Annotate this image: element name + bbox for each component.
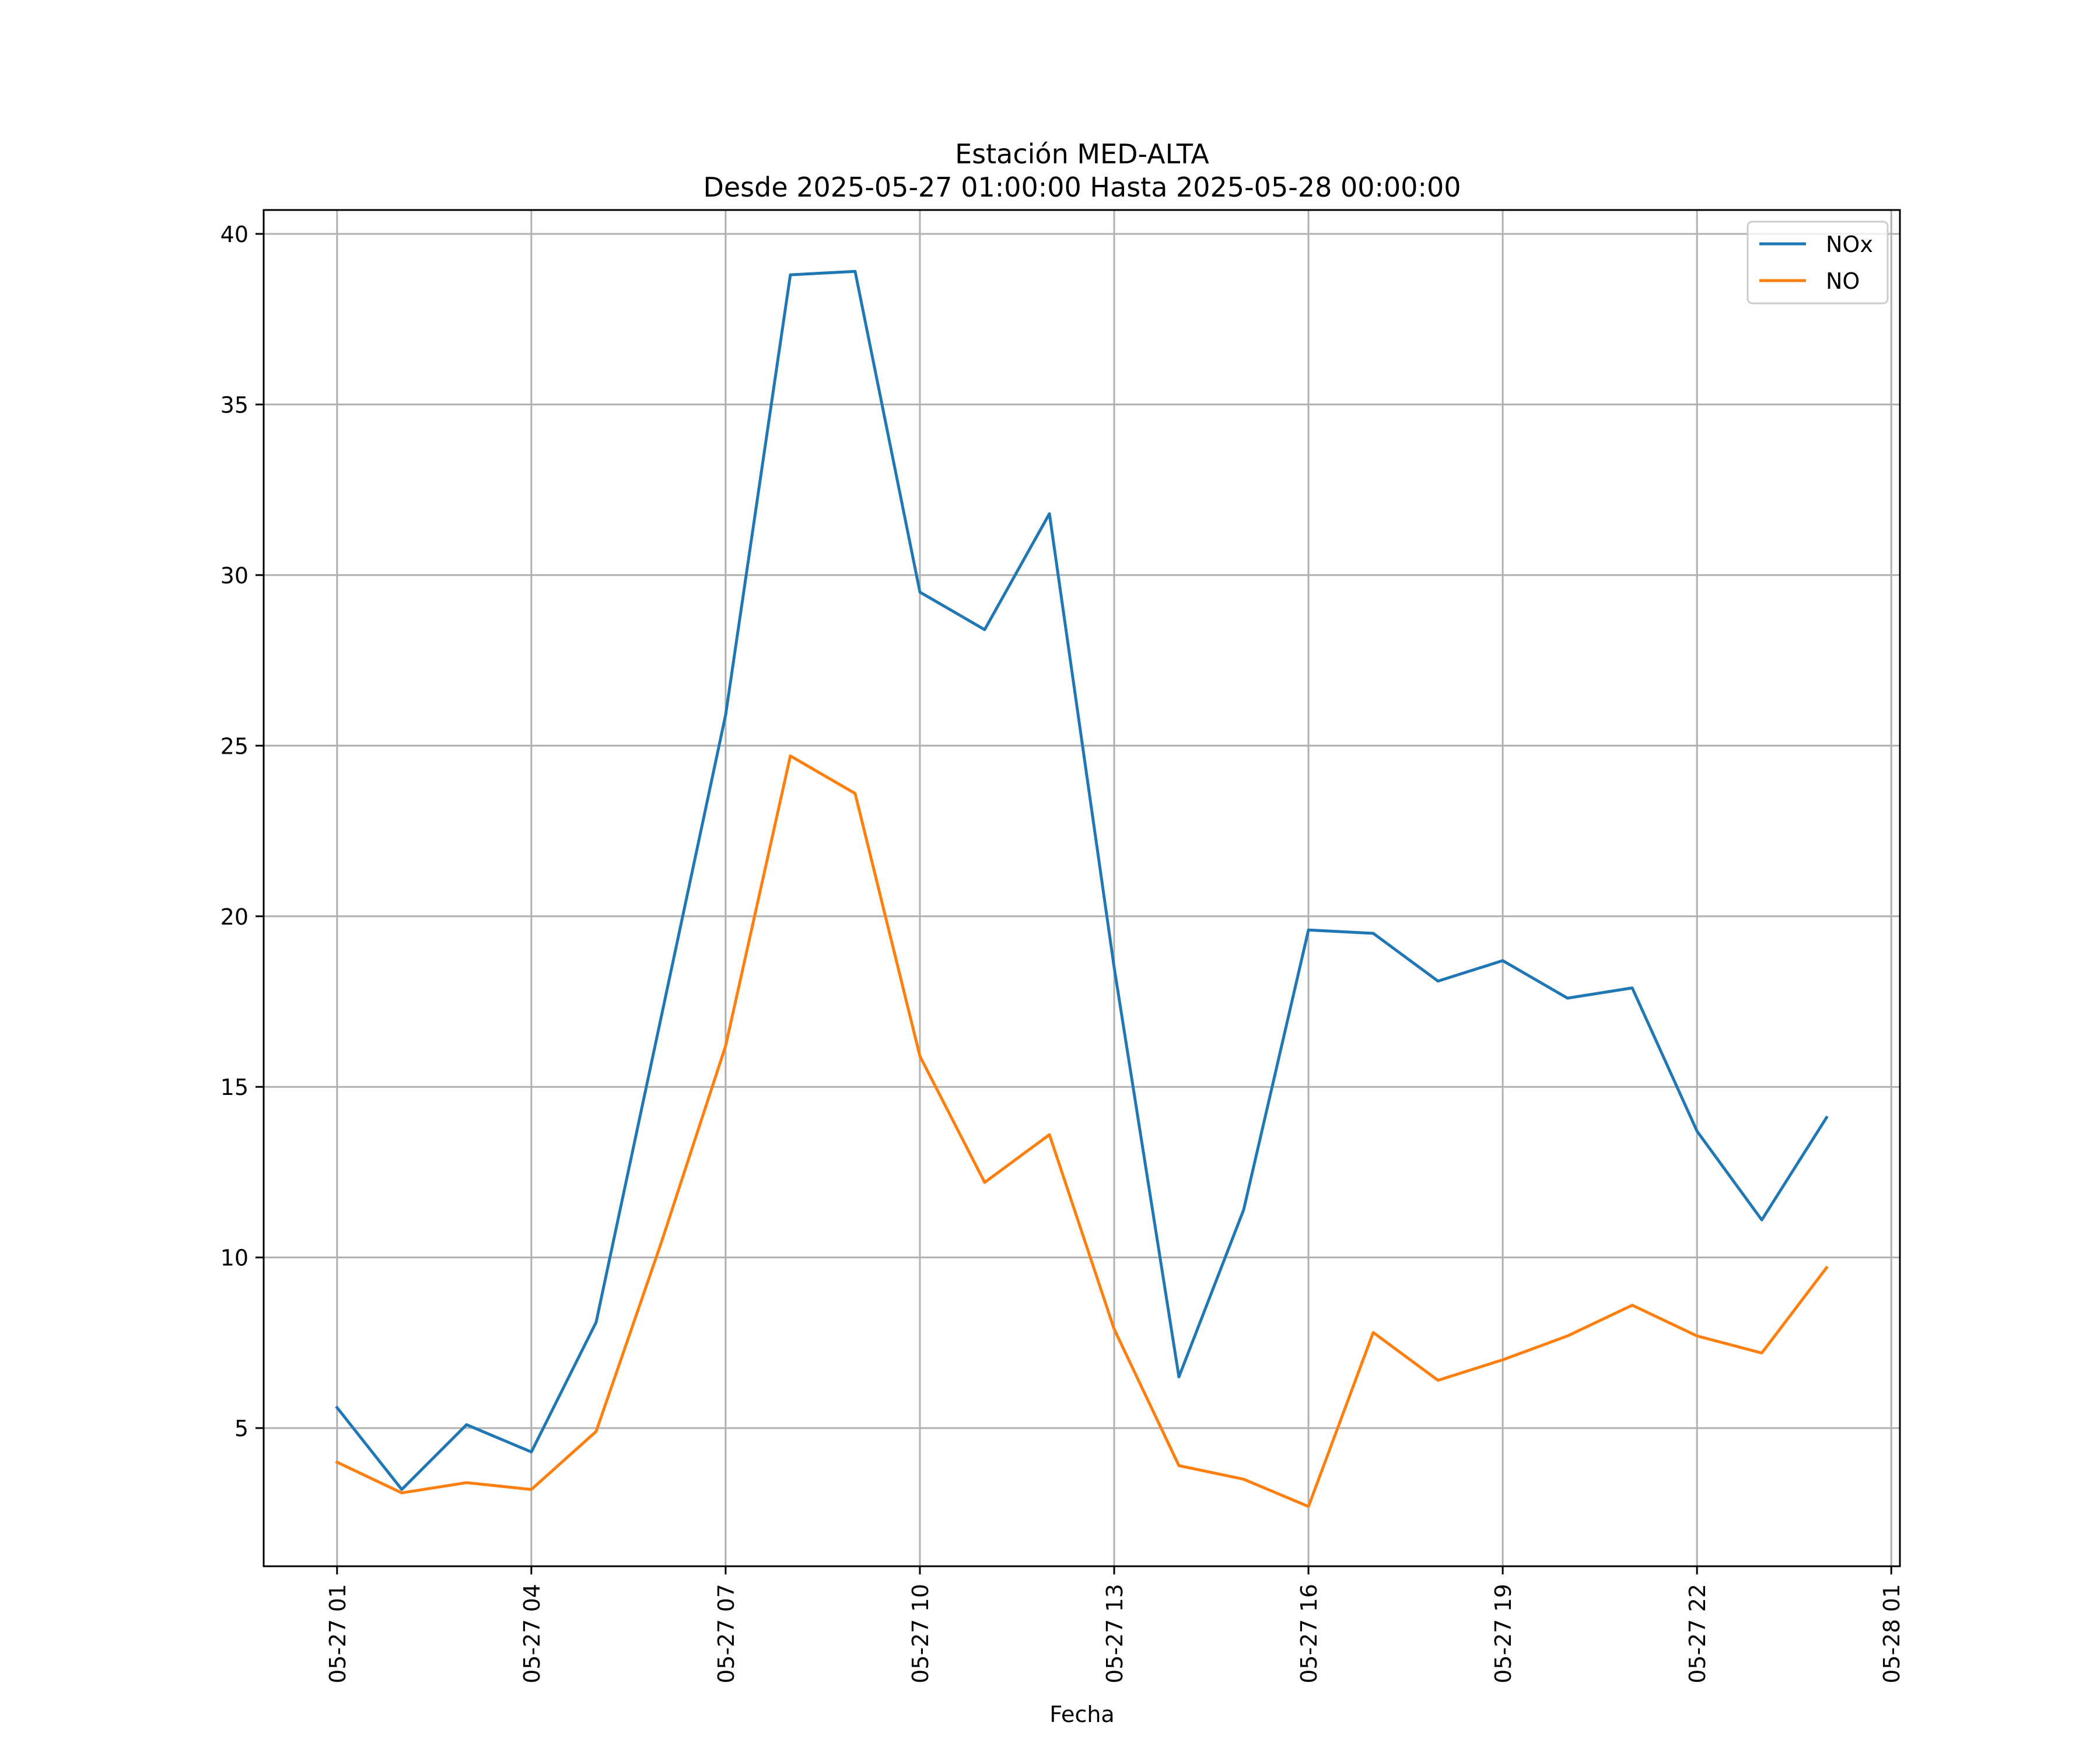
legend-label-no: NO <box>1826 268 1860 294</box>
y-tick-label: 35 <box>220 392 249 418</box>
x-tick-label: 05-27 19 <box>1490 1584 1516 1684</box>
x-tick-label: 05-27 04 <box>519 1584 545 1684</box>
series-line-nox <box>335 270 1829 1491</box>
series-line-no <box>335 754 1829 1508</box>
x-tick-label: 05-27 22 <box>1685 1584 1710 1684</box>
legend-label-nox: NOx <box>1826 232 1873 257</box>
chart-subtitle: Desde 2025-05-27 01:00:00 Hasta 2025-05-… <box>703 172 1461 203</box>
x-tick-label: 05-27 07 <box>713 1584 739 1684</box>
plot-lines <box>335 270 1829 1508</box>
plot-frame <box>262 209 1901 1567</box>
legend-box <box>1746 220 1889 304</box>
y-tick-label: 5 <box>235 1416 249 1441</box>
y-tick-label: 15 <box>220 1074 249 1100</box>
x-tick-label: 05-27 16 <box>1296 1584 1322 1684</box>
x-axis-label: Fecha <box>1049 1702 1114 1727</box>
y-tick-label: 40 <box>220 222 249 247</box>
legend: NOx NO <box>1746 220 1889 304</box>
y-tick-label: 25 <box>220 733 249 759</box>
grid <box>264 210 1900 1566</box>
x-tick-label: 05-27 13 <box>1102 1584 1128 1684</box>
y-tick-label: 30 <box>220 563 249 589</box>
x-tick-label: 05-27 01 <box>325 1584 351 1684</box>
y-tick-label: 20 <box>220 904 249 930</box>
y-tick-label: 10 <box>220 1245 249 1271</box>
x-tick-label: 05-27 10 <box>908 1584 933 1684</box>
axis-ticks: 5 10 15 20 25 30 35 40 05-27 01 05-27 04 05-27 07 0… <box>220 222 1905 1684</box>
x-tick-label: 05-28 01 <box>1879 1584 1905 1684</box>
chart-title: Estación MED-ALTA <box>955 138 1209 170</box>
